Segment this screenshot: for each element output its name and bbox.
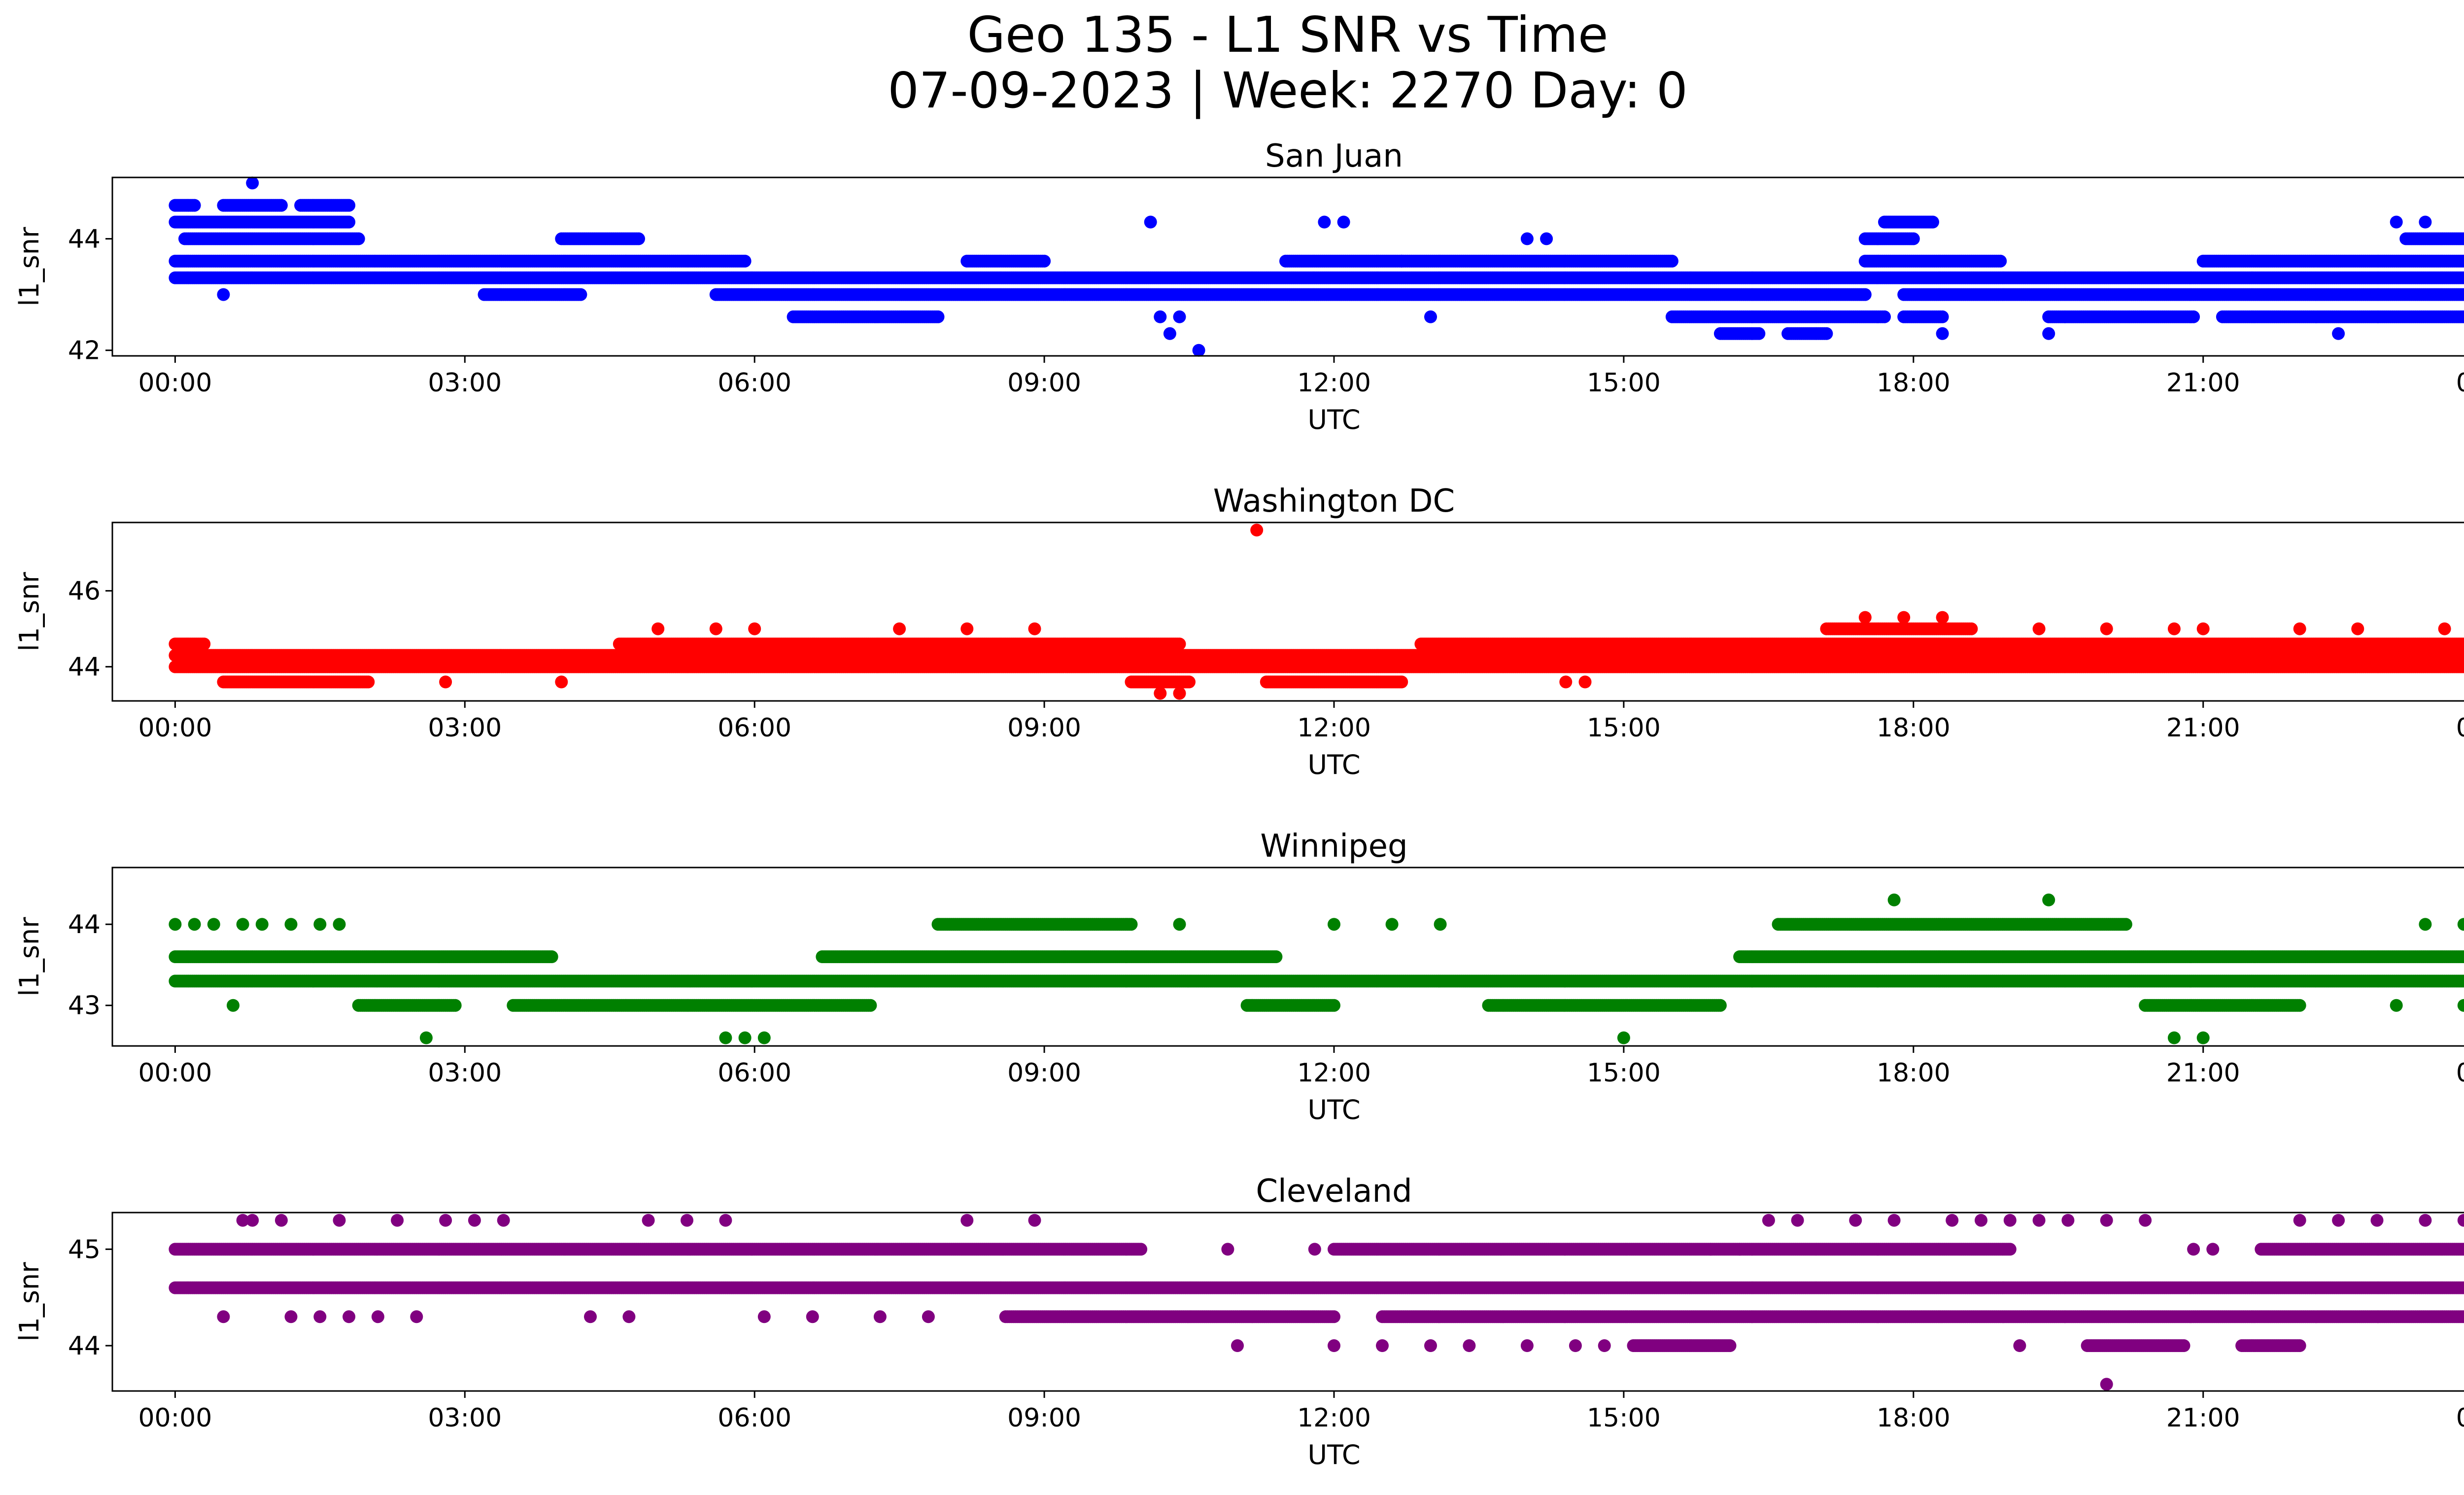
subplot-1: San Juan 00:00 03:00 06:00 09:00 12:00 15:00 18… [14,138,2464,435]
data-point [2461,289,2464,300]
data-point [1318,215,1331,229]
subplot-panels: San Juan 00:00 03:00 06:00 09:00 12:00 15:00 18… [14,138,2464,1470]
data-point [632,232,645,245]
data-point [1907,232,1920,245]
data-point [1820,327,1833,340]
data-point [1752,327,1766,340]
data-point [1936,310,1949,323]
data-point [1192,344,1205,357]
x-tick-label: 18:00 [1877,368,1951,398]
data-point [931,310,945,323]
data-point [574,288,587,301]
data-point [1878,310,1891,323]
y-tick-label: 42 [68,336,101,366]
data-point [2461,256,2464,267]
scatter-points [169,176,2464,357]
x-tick-label: 12:00 [1297,368,1371,398]
data-point [342,199,356,212]
data-point [2187,310,2200,323]
data-point [2461,312,2464,322]
x-tick-label: 03:00 [428,368,502,398]
y-tick-label: 44 [68,224,101,254]
data-point [1665,254,1678,268]
x-tick-label: 06:00 [718,368,791,398]
figure-title-line1: Geo 135 - L1 SNR vs Time [967,6,1608,64]
data-point [342,215,356,229]
data-point [2042,327,2055,340]
data-point [274,199,288,212]
data-point [1540,232,1553,245]
data-point [2419,215,2432,229]
data-point [1424,310,1437,323]
data-point [2332,327,2345,340]
data-point [2390,215,2403,229]
x-tick-label: 21:00 [2166,368,2240,398]
figure-title-line2: 07-09-2023 | Week: 2270 Day: 0 [888,62,1687,119]
subplot-title: San Juan [1265,138,1403,174]
x-tick-label: 00:00 [138,368,212,398]
data-point [2457,232,2464,245]
x-tick-label: 00:00 [2456,368,2464,398]
data-point [1337,215,1350,229]
data-point [2461,273,2464,283]
data-point [352,232,365,245]
data-point [1994,254,2007,268]
subplot-title: Washington DC [1213,483,1455,520]
x-axis-label: UTC [1307,404,1360,435]
data-point [217,288,230,301]
data-point [246,176,259,190]
data-point [1858,288,1872,301]
data-point [1926,215,1939,229]
y-axis-label: l1_snr [14,227,45,307]
data-point [1520,232,1534,245]
x-tick-label: 09:00 [1007,368,1081,398]
data-point [1173,310,1186,323]
data-point [2461,661,2464,672]
x-tick-label: 15:00 [1587,368,1661,398]
data-point [1163,327,1176,340]
data-point [1144,215,1157,229]
data-point [1038,254,1051,268]
data-point [1154,310,1167,323]
data-point [738,254,752,268]
data-point [1936,327,1949,340]
data-point [1395,254,1408,268]
scatter-points [169,523,2464,700]
data-point [188,199,201,212]
